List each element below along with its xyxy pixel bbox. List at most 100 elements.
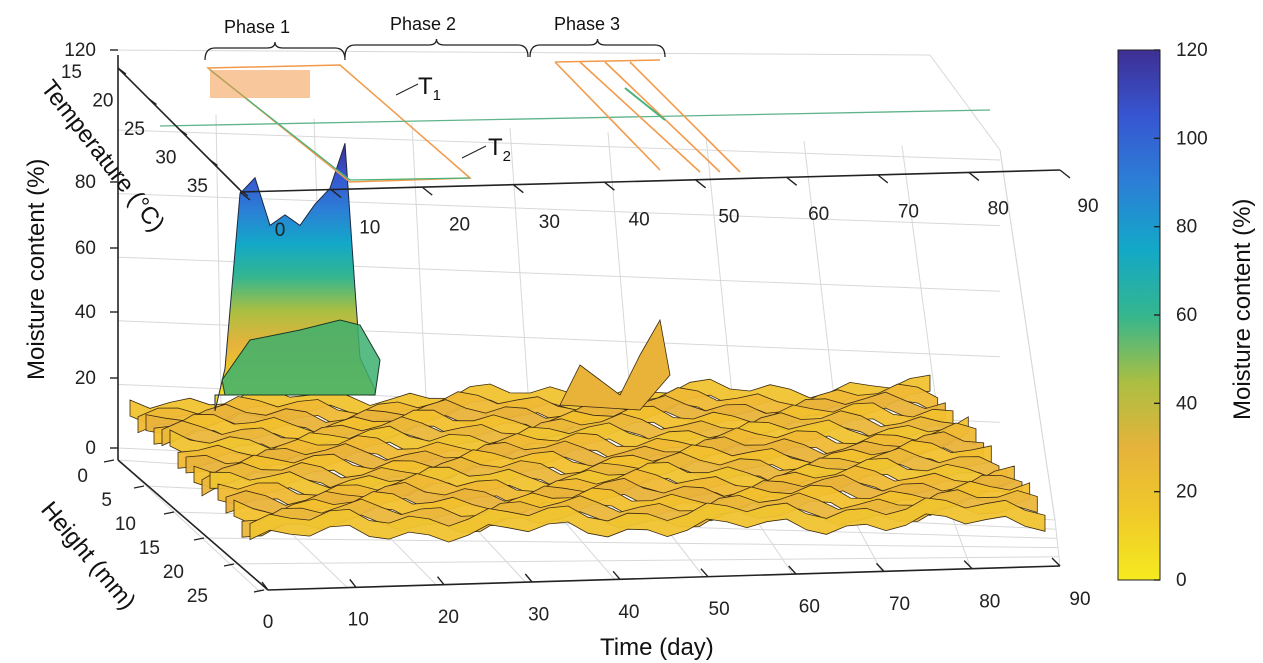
t2-letter: T [488, 134, 503, 161]
temperature-tick-label: 30 [155, 148, 176, 169]
temperature-phase3-top [554, 59, 661, 63]
z-tick-label: 120 [64, 40, 96, 61]
t1-leader [395, 83, 419, 96]
grid-line [111, 49, 931, 56]
y-axis-line [117, 459, 269, 591]
x-tick-mark [612, 570, 621, 580]
upper-x-axis-line [239, 169, 1061, 193]
temperature-tick-label: 25 [124, 119, 145, 140]
grid-line [117, 459, 259, 591]
upper-x-tick-mark [1059, 169, 1071, 179]
z-tick-label: 80 [75, 172, 96, 193]
t2-label: T2 [488, 134, 511, 165]
colorbar-label: Moisture content (%) [1229, 199, 1256, 420]
phase-brace [204, 41, 346, 61]
x-tick-mark [437, 576, 445, 586]
x-tick-mark [963, 560, 973, 570]
z-tick-label: 20 [75, 368, 96, 389]
temperature-tick-label: 35 [187, 176, 208, 197]
phase-1-label: Phase 1 [224, 17, 290, 37]
phase-brace [529, 38, 666, 58]
temperature-tick-mark [178, 128, 188, 136]
upper-x-tick-label: 10 [359, 217, 380, 238]
upper-x-tick-mark [968, 171, 980, 181]
colorbar-bar [1117, 49, 1161, 581]
temperature-phase3-line [554, 61, 661, 171]
phase-2-label: Phase 2 [390, 14, 456, 34]
temperature-tick-mark [117, 67, 127, 75]
axis-layer: 0 10 20 30 40 50 60 70 80 900 10 20 30 40 50 60 70 80 9005… [61, 40, 1099, 633]
upper-x-tick-label: 40 [629, 209, 650, 230]
y-tick-mark [133, 485, 145, 489]
colorbar-tick-label: 0 [1176, 570, 1187, 591]
upper-x-tick-mark [239, 191, 251, 201]
t2-subscript: 2 [503, 148, 511, 165]
x-tick-label: 90 [1069, 589, 1090, 610]
y-tick-label: 15 [139, 538, 160, 559]
temperature-trace-t2-line [159, 109, 991, 127]
grid-line [117, 193, 1001, 227]
colorbar-tick-label: 80 [1176, 217, 1197, 238]
surface-band [249, 497, 1046, 543]
temperature-trace-t2 [349, 177, 471, 181]
temperature-phase3-line [629, 61, 741, 173]
x-tick-mark [700, 568, 709, 578]
colorbar-tick-label: 60 [1176, 305, 1197, 326]
x-tick-mark [524, 573, 533, 583]
x-tick-label: 20 [438, 607, 459, 628]
grid-line [999, 149, 1056, 521]
upper-x-tick-label: 90 [1077, 196, 1098, 217]
y-tick-mark [223, 563, 235, 567]
y-tick-mark [103, 459, 115, 463]
y-tick-mark [163, 511, 175, 515]
upper-x-tick-mark [330, 189, 342, 199]
y-tick-label: 25 [187, 586, 208, 607]
upper-x-tick-mark [786, 176, 798, 186]
upper-x-tick-label: 20 [449, 215, 470, 236]
x-tick-mark [788, 565, 797, 575]
x-tick-label: 0 [263, 612, 274, 633]
temperature-tick-mark [209, 158, 218, 167]
colorbar-tick-label: 20 [1176, 482, 1197, 503]
x-tick-label: 50 [709, 599, 730, 620]
temperature-layer [159, 38, 991, 183]
grid-line [950, 513, 972, 569]
x-tick-label: 10 [348, 609, 369, 630]
temperature-tick-mark [239, 189, 249, 197]
upper-x-tick-label: 70 [898, 201, 919, 222]
y-tick-label: 10 [115, 514, 136, 535]
temperature-tick-label: 15 [61, 62, 82, 83]
moisture-shoulder [221, 319, 381, 396]
upper-x-tick-mark [604, 181, 615, 191]
upper-x-tick-label: 60 [808, 204, 829, 225]
x-tick-label: 80 [979, 592, 1000, 613]
grid-line [229, 556, 1060, 565]
colorbar-tick-label: 120 [1176, 40, 1208, 61]
z-tick-label: 60 [75, 238, 96, 259]
x-tick-label: 30 [528, 604, 549, 625]
t2-leader [461, 145, 487, 159]
surface-layer [129, 143, 1046, 543]
x-tick-label: 70 [889, 594, 910, 615]
grid-line [201, 537, 1059, 549]
y-tick-mark [193, 537, 205, 541]
upper-x-tick-mark [512, 184, 524, 194]
x-tick-mark [349, 578, 357, 588]
colorbar: 0 20 40 60 80 100 120 [1117, 40, 1208, 591]
x-tick-mark [875, 562, 885, 572]
t1-subscript: 1 [433, 87, 441, 104]
upper-x-tick-label: 80 [988, 199, 1009, 220]
temperature-tick-mark [148, 97, 157, 106]
y-tick-mark [253, 589, 265, 593]
t1-letter: T [418, 73, 433, 100]
upper-x-tick-mark [421, 186, 433, 196]
upper-x-tick-label: 0 [275, 220, 286, 241]
grid-line [929, 54, 1001, 151]
temperature-noise-t1 [210, 70, 310, 98]
colorbar-tick-label: 100 [1176, 128, 1208, 149]
colorbar-tick-label: 40 [1176, 393, 1197, 414]
z-tick-label: 40 [75, 302, 96, 323]
grid-line [1054, 519, 1061, 567]
